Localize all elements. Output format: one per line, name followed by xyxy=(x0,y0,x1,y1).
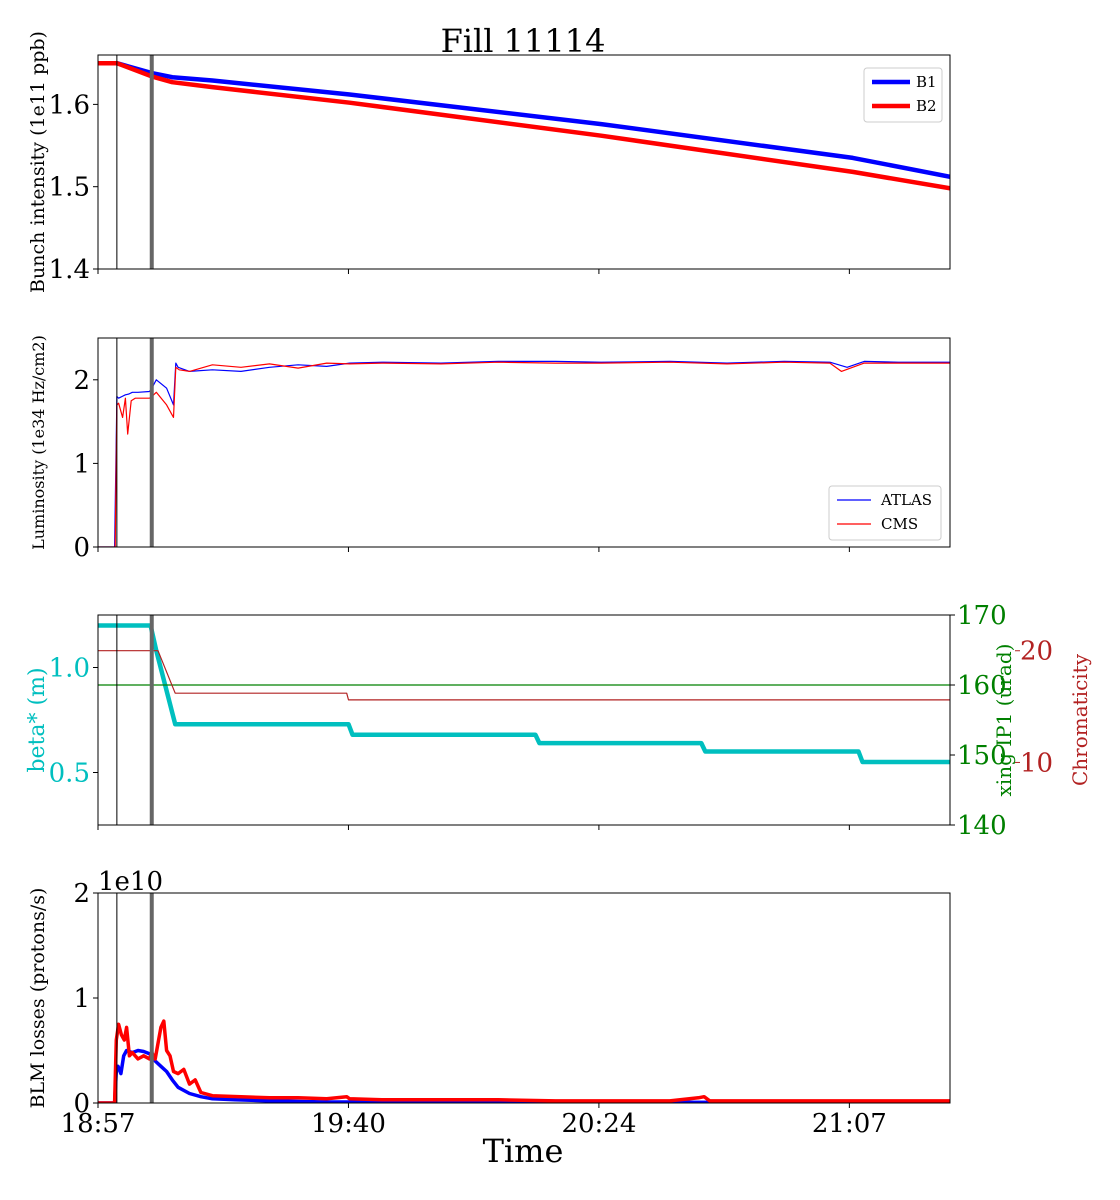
y-tick-label: 1.5 xyxy=(49,173,90,203)
y-tick-label: 1.0 xyxy=(49,654,90,684)
y3-tick-label: 20 xyxy=(1020,637,1053,667)
x-tick-label: 19:40 xyxy=(311,1109,386,1139)
y2-axis-label: xing IP1 (urad) xyxy=(992,644,1016,797)
x-axis-label: Time xyxy=(483,1132,564,1170)
axes-frame xyxy=(97,337,951,548)
y-tick-label: 1.6 xyxy=(49,90,90,120)
series-group xyxy=(98,60,950,191)
y-tick-label: 1 xyxy=(73,449,90,479)
series-line-cms xyxy=(98,361,950,547)
x-tick-label: 18:57 xyxy=(61,1109,136,1139)
legend-label: CMS xyxy=(881,515,918,533)
y-axis-label: beta* (m) xyxy=(25,667,50,772)
y-axis-label: Bunch intensity (1e11 ppb) xyxy=(27,31,49,293)
figure-title: Fill 11114 xyxy=(441,22,606,60)
axes-frame xyxy=(97,892,951,1104)
series-group xyxy=(98,360,950,547)
y2-tick-label: 170 xyxy=(957,601,1007,631)
legend: ATLAS CMS xyxy=(828,485,942,541)
y3-tick-label: 10 xyxy=(1020,748,1053,778)
series-group xyxy=(98,1019,950,1103)
y3-axis-label: Chromaticity xyxy=(1068,653,1092,786)
series-line-atlas xyxy=(98,360,950,547)
chart-panel-2: 0 1 2 Luminosity (1e34 Hz/cm2) ATLAS CMS xyxy=(29,335,951,563)
series-line-b1 xyxy=(98,60,950,180)
y-tick-label: 0 xyxy=(73,1089,90,1119)
y2-tick-label: 160 xyxy=(957,671,1007,701)
y-tick-label: 2 xyxy=(73,879,90,909)
legend-label: B1 xyxy=(916,73,937,91)
series-group xyxy=(98,623,950,765)
y2-tick-label: 150 xyxy=(957,741,1007,771)
y-axis-label: Luminosity (1e34 Hz/cm2) xyxy=(29,335,48,550)
legend-label: B2 xyxy=(916,97,937,115)
chart-panel-4: 0 1 2 BLM losses (protons/s) 18:57 19:40 20:24… xyxy=(27,867,951,1139)
legend-label: ATLAS xyxy=(880,491,932,509)
x-tick-label: 21:07 xyxy=(812,1109,887,1139)
y-axis-label: BLM losses (protons/s) xyxy=(27,888,49,1109)
x-tick-label: 20:24 xyxy=(561,1109,636,1139)
y2-tick-label: 140 xyxy=(957,811,1007,841)
y-tick-label: 2 xyxy=(73,366,90,396)
series-line-b2 xyxy=(98,60,950,191)
y-tick-label: 1.4 xyxy=(49,255,90,285)
y-offset-label: 1e10 xyxy=(98,867,163,897)
series-line-chromaticity xyxy=(98,650,950,701)
series-line-b2 xyxy=(98,1019,950,1103)
y-tick-label: 1 xyxy=(73,984,90,1014)
axes-frame xyxy=(97,54,951,270)
y-tick-label: 0 xyxy=(73,533,90,563)
axes-frame xyxy=(97,614,951,826)
y-tick-label: 0.5 xyxy=(49,759,90,789)
